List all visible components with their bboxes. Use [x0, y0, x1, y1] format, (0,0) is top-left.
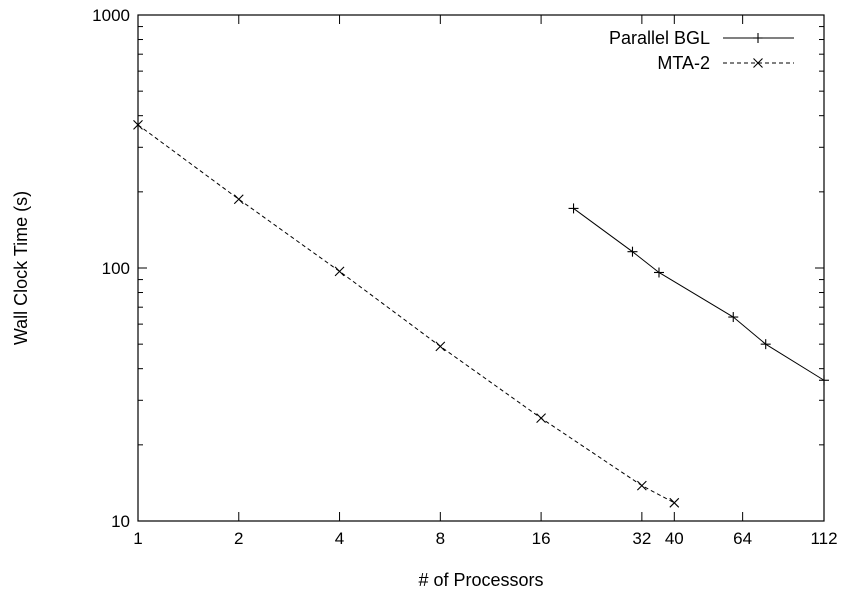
data-point	[435, 341, 446, 352]
series-line	[573, 208, 825, 381]
series-line	[137, 124, 675, 504]
data-point	[233, 194, 244, 205]
y-axis-label: Wall Clock Time (s)	[11, 191, 31, 345]
legend-entry: Parallel BGL	[609, 28, 794, 48]
cross-marker	[334, 266, 345, 277]
x-tick-label: 2	[234, 529, 243, 548]
data-point	[536, 413, 546, 424]
data-point	[133, 119, 143, 130]
y-tick-label: 10	[111, 512, 130, 531]
legend-marker	[753, 33, 763, 43]
x-tick-label: 112	[810, 529, 837, 548]
cross-marker	[536, 413, 546, 424]
legend-entry: MTA-2	[657, 53, 794, 73]
legend-label: MTA-2	[657, 53, 710, 73]
data-point	[669, 497, 680, 508]
data-point	[568, 203, 579, 214]
data-point	[728, 312, 739, 323]
data-point	[760, 339, 771, 350]
plot-frame	[137, 14, 825, 522]
legend: Parallel BGL MTA-2	[609, 28, 794, 73]
x-axis-label: # of Processors	[418, 570, 543, 590]
data-point	[819, 375, 829, 386]
data-point	[636, 480, 647, 491]
series-layer	[133, 119, 829, 508]
cross-marker	[753, 58, 763, 68]
data-point	[627, 246, 638, 257]
y-tick-label: 100	[102, 259, 130, 278]
x-tick-label: 16	[532, 529, 551, 548]
axis-tick-labels: 1 2 4 8 16 32 40 64 112 10 100 1000	[92, 6, 837, 548]
cross-marker	[636, 480, 647, 491]
legend-label: Parallel BGL	[609, 28, 710, 48]
x-tick-label: 32	[632, 529, 651, 548]
series-1	[133, 119, 680, 508]
y-tick-label: 1000	[92, 6, 130, 25]
cross-marker	[435, 341, 446, 352]
cross-marker	[233, 194, 244, 205]
axis-ticks	[137, 14, 825, 522]
x-tick-label: 8	[436, 529, 445, 548]
data-point	[334, 266, 345, 277]
legend-marker	[753, 58, 763, 68]
x-tick-label: 1	[133, 529, 142, 548]
x-tick-label: 4	[335, 529, 344, 548]
x-tick-label: 40	[665, 529, 684, 548]
cross-marker	[133, 119, 143, 130]
data-point	[653, 267, 664, 278]
cross-marker	[669, 497, 680, 508]
series-0	[568, 203, 829, 386]
x-tick-label: 64	[733, 529, 752, 548]
